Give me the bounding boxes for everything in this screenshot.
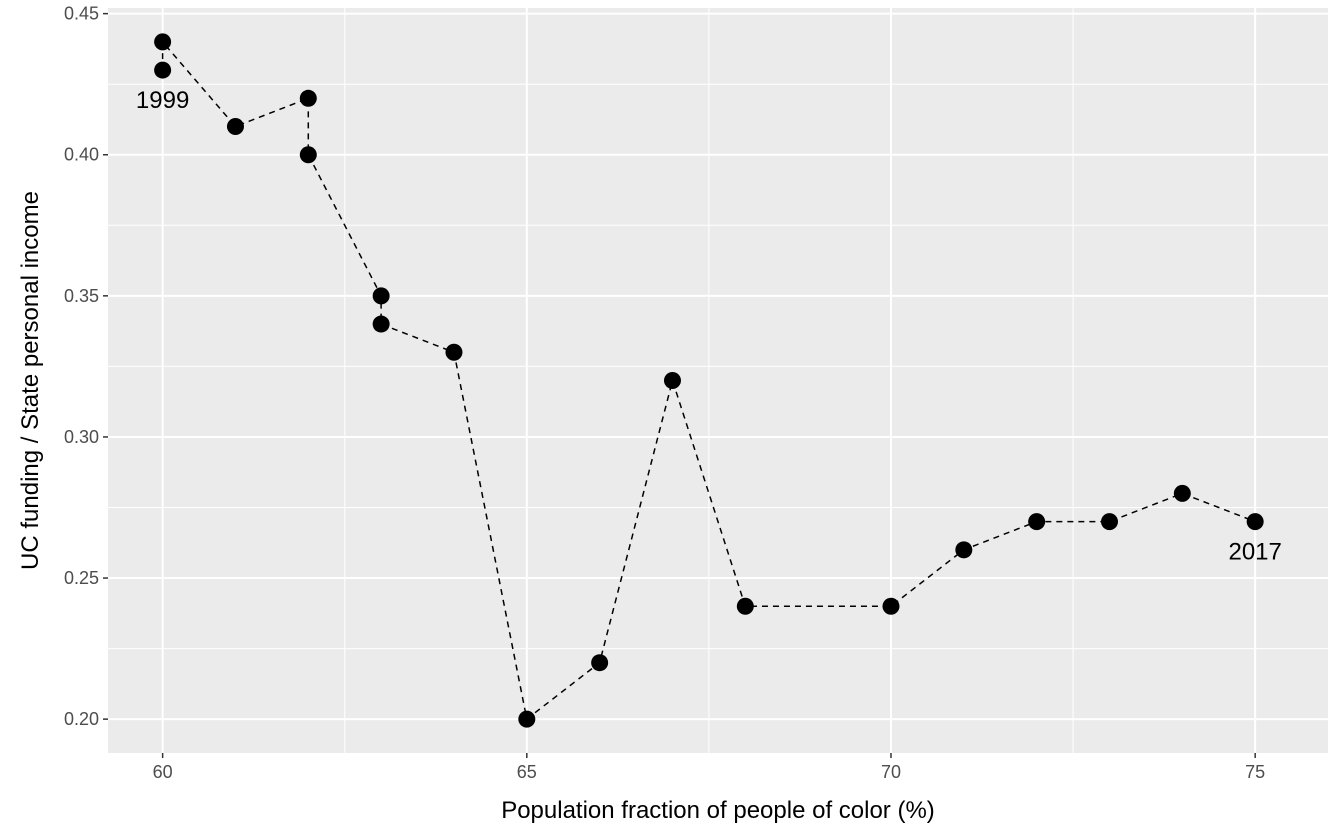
x-axis-title: Population fraction of people of color (…	[501, 797, 935, 824]
y-tick-label: 0.30	[64, 427, 99, 447]
x-axis: 60 65 70 75	[153, 753, 1265, 782]
data-point	[591, 654, 609, 672]
data-series	[154, 33, 1264, 728]
data-point	[1100, 513, 1118, 531]
data-point	[1173, 484, 1191, 502]
data-point	[736, 597, 754, 615]
y-tick-label: 0.45	[64, 4, 99, 24]
y-tick-label: 0.35	[64, 286, 99, 306]
data-point	[226, 118, 244, 136]
y-axis: 0.20 0.25 0.30 0.35 0.40 0.45	[64, 4, 108, 729]
data-point	[299, 146, 317, 164]
x-tick-label: 70	[881, 762, 901, 782]
annotation-label: 1999	[136, 87, 189, 114]
data-point	[299, 89, 317, 107]
data-point	[955, 541, 973, 559]
data-point	[372, 315, 390, 333]
x-tick-label: 60	[153, 762, 173, 782]
y-tick-label: 0.25	[64, 568, 99, 588]
annotation-label: 2017	[1228, 539, 1281, 566]
data-point	[445, 343, 463, 361]
series-line	[161, 39, 1256, 721]
data-point	[1246, 513, 1264, 531]
data-point	[372, 287, 390, 305]
data-point	[154, 61, 172, 79]
data-point	[663, 372, 681, 389]
data-point	[154, 33, 172, 51]
annotations: 1999 2017	[136, 87, 1282, 566]
minor-gridlines	[108, 8, 1328, 753]
y-tick-label: 0.20	[64, 709, 99, 729]
plot-panel	[108, 8, 1328, 753]
major-gridlines	[108, 8, 1328, 753]
x-tick-label: 65	[517, 762, 537, 782]
y-tick-label: 0.40	[64, 145, 99, 165]
data-point	[882, 597, 900, 615]
x-tick-label: 75	[1245, 762, 1265, 782]
data-point	[1028, 513, 1046, 531]
data-point	[518, 710, 536, 728]
y-axis-title: UC funding / State personal income	[17, 191, 44, 570]
